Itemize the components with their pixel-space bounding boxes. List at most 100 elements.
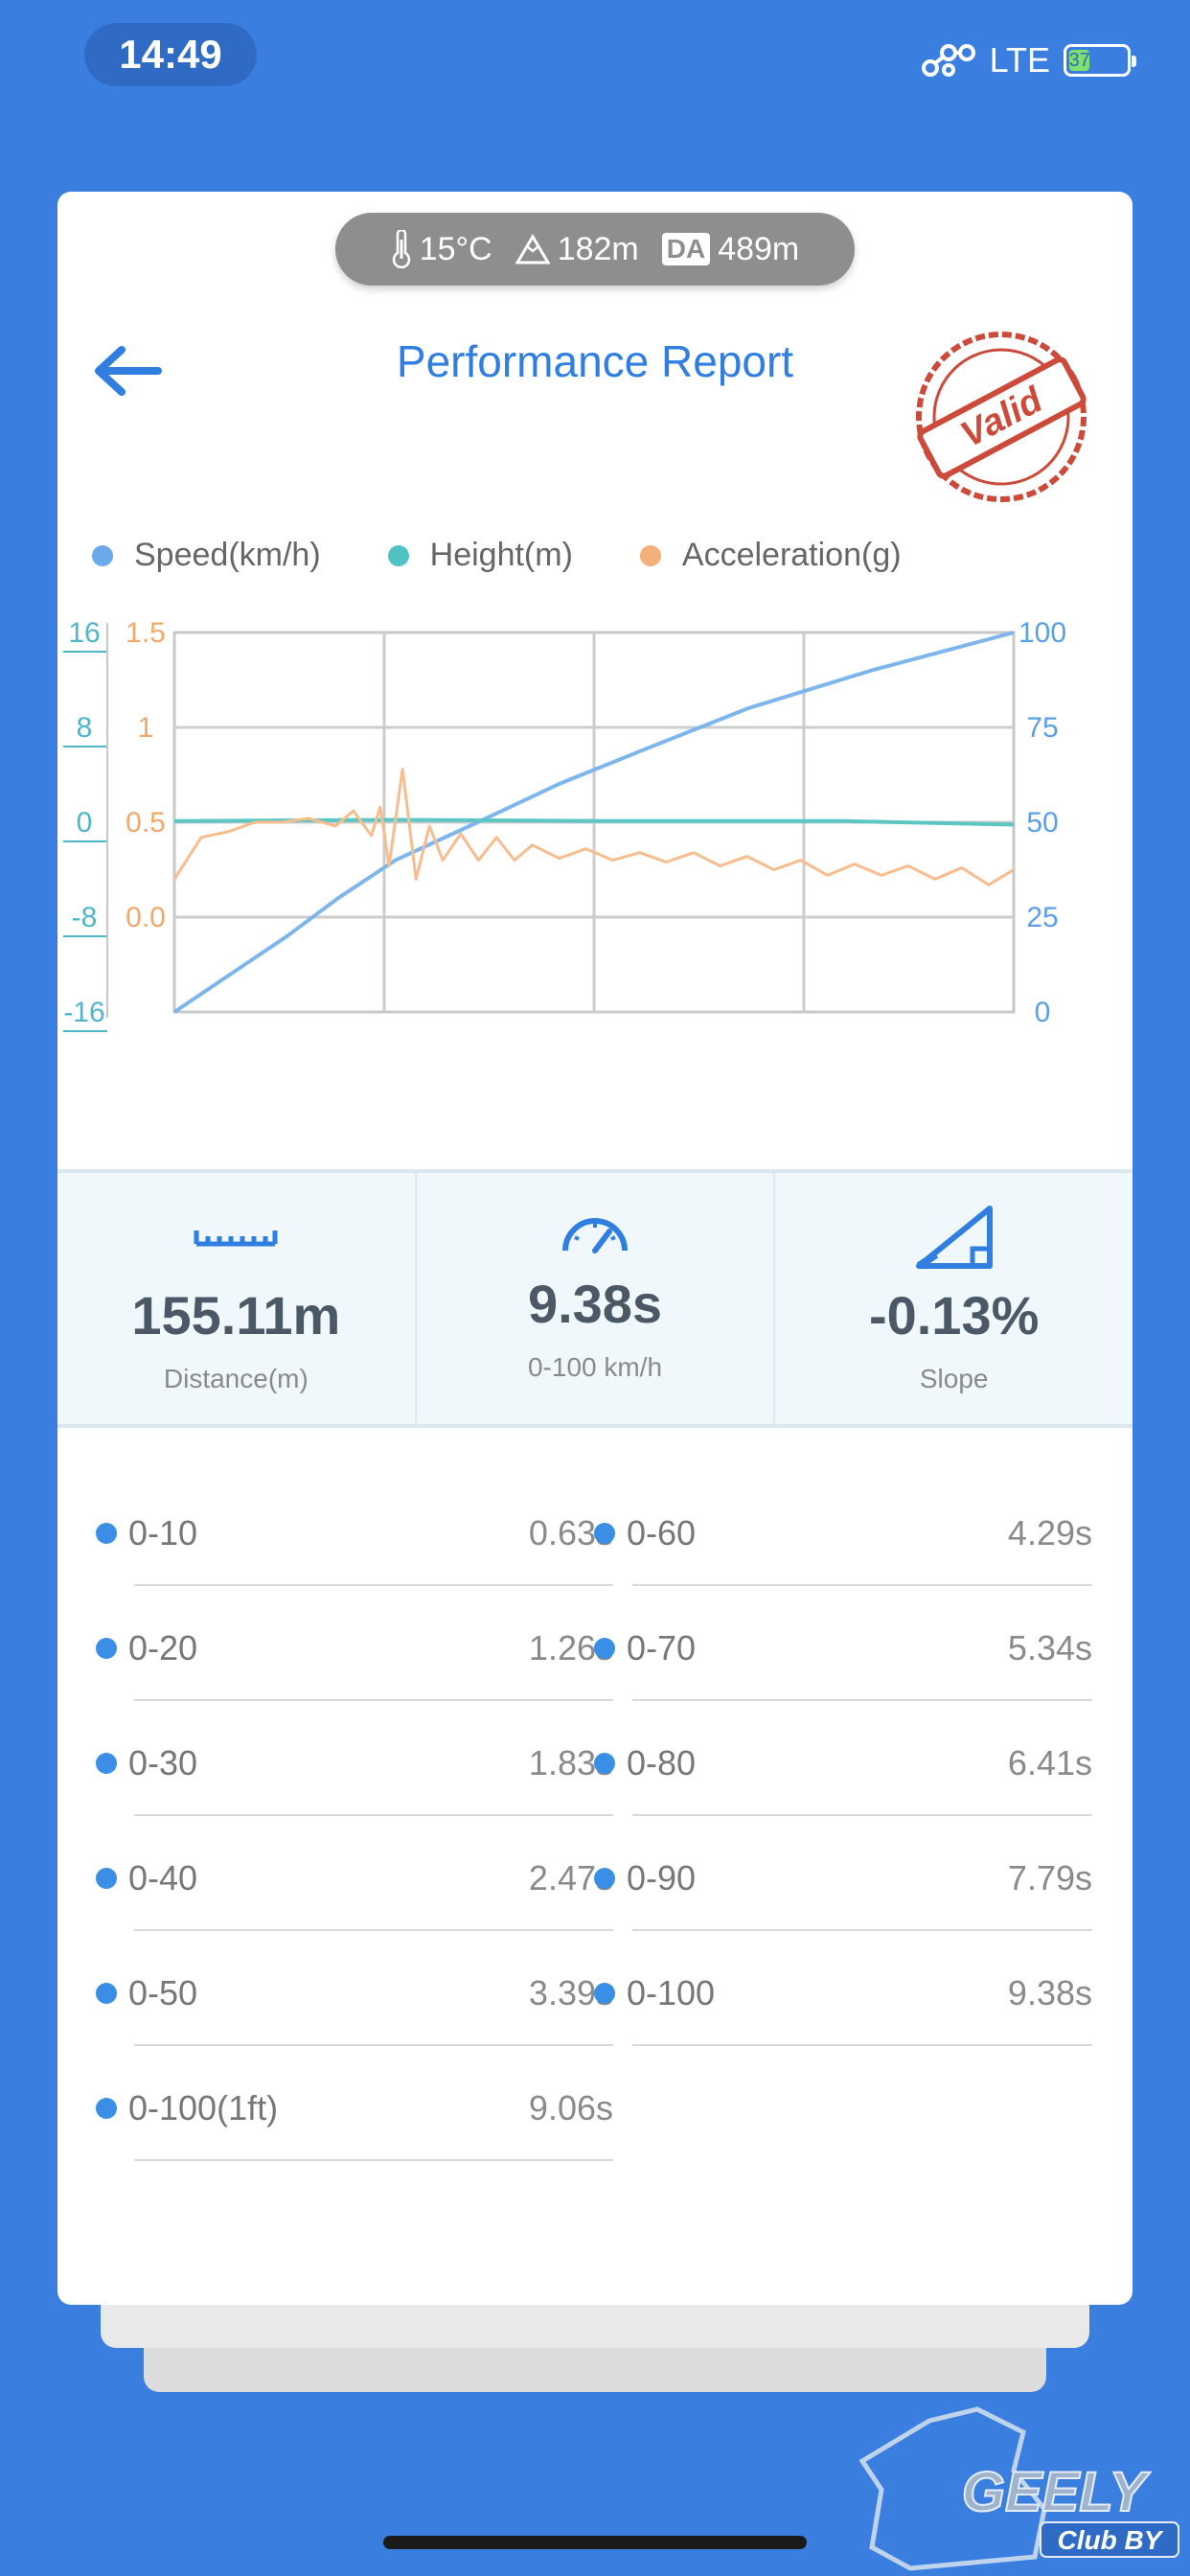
split-label: 0-100(1ft)	[128, 2088, 279, 2128]
split-row: 0-30 1.83s	[96, 1701, 613, 1816]
acceleration-axis-tick: 0.0	[126, 902, 166, 933]
split-row: 0-10 0.63s	[96, 1471, 613, 1586]
split-value: 7.79s	[1007, 1858, 1092, 1898]
split-dot	[594, 1523, 615, 1544]
slope-label: Slope	[919, 1364, 989, 1393]
split-row: 0-60 4.29s	[594, 1471, 1092, 1586]
performance-chart: 16 8 0 -8 -16 1.5 1 0.5 0.0 100 75 50 25 0	[63, 617, 1066, 1032]
height-axis-tick: 16	[68, 617, 100, 649]
split-dot	[594, 1753, 615, 1774]
split-divider	[134, 1584, 613, 1586]
speedometer-icon	[562, 1218, 628, 1254]
split-row: 0-100(1ft) 9.06s	[96, 2046, 613, 2161]
split-label: 0-30	[128, 1743, 198, 1782]
speed-axis-tick: 0	[1035, 997, 1051, 1028]
legend-dot	[92, 544, 113, 566]
summary-stats: 155.11m Distance(m) 9.38s 0-100 km/h	[57, 1169, 1133, 1428]
status-time: 14:49	[84, 23, 257, 86]
signal-icon	[921, 44, 975, 77]
split-divider	[632, 1699, 1092, 1701]
split-row: 0-40 2.47s	[96, 1816, 613, 1931]
split-label: 0-60	[627, 1513, 697, 1552]
split-dot	[594, 1638, 615, 1659]
environment-pill: 15°C 182m DA 489m	[335, 213, 855, 286]
split-divider	[632, 2044, 1092, 2046]
stat-distance: 155.11m Distance(m)	[57, 1173, 417, 1424]
legend-height[interactable]: Height(m)	[387, 537, 573, 574]
stat-time: 9.38s 0-100 km/h	[417, 1173, 776, 1424]
time-label: 0-100 km/h	[527, 1352, 663, 1382]
split-row: 0-80 6.41s	[594, 1701, 1092, 1816]
height-axis-tick: 0	[77, 807, 93, 839]
legend-label: Speed(km/h)	[134, 537, 321, 573]
legend-dot	[639, 544, 661, 566]
height-axis-tick: -8	[72, 902, 98, 933]
split-label: 0-50	[128, 1973, 198, 2012]
chart-legend: Speed(km/h) Height(m) Acceleration(g)	[92, 537, 969, 574]
report-card: 15°C 182m DA 489m Performance Report Val…	[57, 192, 1133, 2305]
series-acceleration-line	[172, 768, 1015, 886]
home-indicator[interactable]	[383, 2536, 807, 2549]
watermark-logo: GEELY Club BY	[858, 2406, 1179, 2571]
split-value: 4.29s	[1007, 1513, 1092, 1552]
split-divider	[134, 2159, 613, 2161]
series-speed-line	[172, 631, 1015, 1014]
split-row: 0-90 7.79s	[594, 1816, 1092, 1931]
split-divider	[134, 2044, 613, 2046]
speed-axis-tick: 50	[1026, 807, 1058, 839]
split-value: 9.06s	[528, 2088, 613, 2128]
split-dot	[96, 2098, 117, 2119]
split-dot	[594, 1868, 615, 1889]
watermark-sub: Club BY	[1058, 2525, 1164, 2555]
legend-dot	[387, 544, 409, 566]
back-button[interactable]	[84, 328, 171, 414]
split-dot	[96, 1983, 117, 2004]
split-divider	[632, 1584, 1092, 1586]
status-indicators: LTE 37	[921, 40, 1136, 80]
split-label: 0-70	[627, 1628, 697, 1668]
split-dot	[96, 1638, 117, 1659]
slope-value: -0.13%	[868, 1285, 1040, 1346]
split-value: 5.34s	[1007, 1628, 1092, 1668]
acceleration-axis-tick: 1.5	[126, 617, 166, 649]
watermark-brand: GEELY	[962, 2461, 1152, 2523]
split-divider	[632, 1929, 1092, 1931]
time-value: 9.38s	[527, 1274, 663, 1334]
split-label: 0-20	[128, 1628, 198, 1668]
split-value: 6.41s	[1007, 1743, 1092, 1782]
da-icon: DA	[661, 233, 711, 265]
battery-level: 37	[1068, 49, 1090, 71]
legend-speed[interactable]: Speed(km/h)	[92, 537, 321, 574]
density-altitude-value: 489m	[718, 230, 800, 267]
split-label: 0-90	[627, 1858, 697, 1898]
distance-value: 155.11m	[131, 1285, 341, 1346]
split-row: 0-50 3.39s	[96, 1931, 613, 2046]
series-height-line	[173, 817, 1015, 827]
slope-icon	[915, 1206, 993, 1270]
back-arrow-icon	[95, 346, 162, 396]
split-divider	[134, 1699, 613, 1701]
network-label: LTE	[989, 40, 1050, 80]
acceleration-axis-tick: 0.5	[126, 807, 166, 839]
split-divider	[134, 1929, 613, 1931]
split-dot	[594, 1983, 615, 2004]
valid-stamp: Valid	[916, 332, 1087, 502]
legend-label: Height(m)	[429, 537, 573, 573]
split-value: 9.38s	[1007, 1973, 1092, 2012]
split-label: 0-40	[128, 1858, 198, 1898]
speed-axis-tick: 100	[1018, 617, 1066, 649]
thermometer-icon	[392, 230, 410, 268]
mountain-icon	[515, 234, 550, 264]
split-label: 0-10	[128, 1513, 198, 1552]
height-axis-tick: 8	[77, 712, 93, 744]
split-dot	[96, 1523, 117, 1544]
legend-acceleration[interactable]: Acceleration(g)	[639, 537, 902, 574]
legend-label: Acceleration(g)	[681, 537, 902, 573]
split-row: 0-70 5.34s	[594, 1586, 1092, 1701]
split-label: 0-80	[627, 1743, 697, 1782]
height-axis-tick: -16	[63, 997, 104, 1028]
split-dot	[96, 1868, 117, 1889]
split-divider	[134, 1814, 613, 1816]
split-divider	[632, 1814, 1092, 1816]
temperature-value: 15°C	[419, 230, 492, 267]
